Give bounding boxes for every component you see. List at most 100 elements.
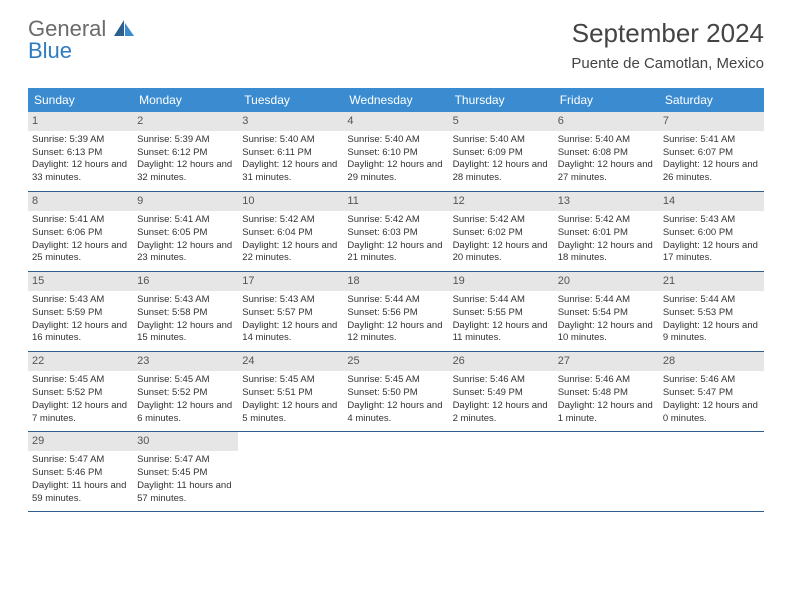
calendar-cell: . [659,432,764,511]
calendar-cell: 6Sunrise: 5:40 AMSunset: 6:08 PMDaylight… [554,112,659,191]
calendar-cell: 7 Sunrise: 5:41 AMSunset: 6:07 PMDaylight… [659,112,764,191]
dayname-header-row: SundayMondayTuesdayWednesdayThursdayFrid… [28,88,764,112]
dayname-header: Sunday [28,88,133,112]
day-number: 11 [343,192,448,211]
day-details: Sunrise: 5:42 AMSunset: 6:01 PMDaylight:… [558,214,655,265]
calendar-cell: 4 Sunrise: 5:40 AMSunset: 6:10 PMDaylight… [343,112,448,191]
week-row: 29Sunrise: 5:47 AMSunset: 5:46 PMDayligh… [28,432,764,512]
day-number: 12 [449,192,554,211]
logo-text-blue: Blue [28,38,72,63]
week-row: 8 Sunrise: 5:41 AMSunset: 6:06 PMDaylight… [28,192,764,272]
dayname-header: Monday [133,88,238,112]
calendar-cell: . [554,432,659,511]
day-number: 23 [133,352,238,371]
dayname-header: Tuesday [238,88,343,112]
day-details: Sunrise: 5:42 AMSunset: 6:03 PMDaylight:… [347,214,444,265]
calendar-cell: 11 Sunrise: 5:42 AMSunset: 6:03 PMDayligh… [343,192,448,271]
calendar-cell: 23Sunrise: 5:45 AMSunset: 5:52 PMDayligh… [133,352,238,431]
day-details: Sunrise: 5:45 AMSunset: 5:50 PMDaylight:… [347,374,444,425]
day-number: 7 [659,112,764,131]
calendar-cell: 5 Sunrise: 5:40 AMSunset: 6:09 PMDaylight… [449,112,554,191]
day-details: Sunrise: 5:44 AMSunset: 5:56 PMDaylight:… [347,294,444,345]
day-number: 16 [133,272,238,291]
day-number: 24 [238,352,343,371]
calendar-cell: 8 Sunrise: 5:41 AMSunset: 6:06 PMDaylight… [28,192,133,271]
day-number: 28 [659,352,764,371]
calendar-cell: . [343,432,448,511]
day-number: 22 [28,352,133,371]
day-details: Sunrise: 5:44 AMSunset: 5:53 PMDaylight:… [663,294,760,345]
day-details: Sunrise: 5:43 AMSunset: 5:58 PMDaylight:… [137,294,234,345]
day-number: 5 [449,112,554,131]
calendar-cell: 27 Sunrise: 5:46 AMSunset: 5:48 PMDayligh… [554,352,659,431]
day-number: 13 [554,192,659,211]
week-row: 22 Sunrise: 5:45 AMSunset: 5:52 PMDayligh… [28,352,764,432]
week-row: 15 Sunrise: 5:43 AMSunset: 5:59 PMDayligh… [28,272,764,352]
day-number: 30 [133,432,238,451]
calendar-cell: . [238,432,343,511]
day-details: Sunrise: 5:47 AMSunset: 5:45 PMDaylight:… [137,454,234,505]
day-details: Sunrise: 5:46 AMSunset: 5:47 PMDaylight:… [663,374,760,425]
day-details: Sunrise: 5:45 AMSunset: 5:52 PMDaylight:… [32,374,129,425]
day-details: Sunrise: 5:40 AMSunset: 6:09 PMDaylight:… [453,134,550,185]
day-details: Sunrise: 5:43 AMSunset: 5:57 PMDaylight:… [242,294,339,345]
day-details: Sunrise: 5:44 AMSunset: 5:55 PMDaylight:… [453,294,550,345]
week-row: 1Sunrise: 5:39 AMSunset: 6:13 PMDaylight… [28,112,764,192]
title-block: September 2024 Puente de Camotlan, Mexic… [571,18,764,72]
calendar-cell: 3Sunrise: 5:40 AMSunset: 6:11 PMDaylight… [238,112,343,191]
day-number: 10 [238,192,343,211]
day-number: 17 [238,272,343,291]
location-subtitle: Puente de Camotlan, Mexico [571,55,764,72]
day-details: Sunrise: 5:39 AMSunset: 6:12 PMDaylight:… [137,134,234,185]
day-number: 9 [133,192,238,211]
day-details: Sunrise: 5:40 AMSunset: 6:08 PMDaylight:… [558,134,655,185]
day-number: 21 [659,272,764,291]
calendar-cell: 21 Sunrise: 5:44 AMSunset: 5:53 PMDayligh… [659,272,764,351]
calendar-cell: 26Sunrise: 5:46 AMSunset: 5:49 PMDayligh… [449,352,554,431]
calendar-cell: 15 Sunrise: 5:43 AMSunset: 5:59 PMDayligh… [28,272,133,351]
day-number: 3 [238,112,343,131]
calendar-cell: 22 Sunrise: 5:45 AMSunset: 5:52 PMDayligh… [28,352,133,431]
day-number: 15 [28,272,133,291]
day-details: Sunrise: 5:43 AMSunset: 6:00 PMDaylight:… [663,214,760,265]
day-number: 27 [554,352,659,371]
day-number: 25 [343,352,448,371]
day-details: Sunrise: 5:41 AMSunset: 6:07 PMDaylight:… [663,134,760,185]
day-details: Sunrise: 5:46 AMSunset: 5:48 PMDaylight:… [558,374,655,425]
calendar-cell: 12 Sunrise: 5:42 AMSunset: 6:02 PMDayligh… [449,192,554,271]
day-details: Sunrise: 5:42 AMSunset: 6:02 PMDaylight:… [453,214,550,265]
day-number: 14 [659,192,764,211]
calendar-cell: 17 Sunrise: 5:43 AMSunset: 5:57 PMDayligh… [238,272,343,351]
calendar-cell: 19 Sunrise: 5:44 AMSunset: 5:55 PMDayligh… [449,272,554,351]
dayname-header: Friday [554,88,659,112]
day-details: Sunrise: 5:41 AMSunset: 6:05 PMDaylight:… [137,214,234,265]
calendar-cell: 2Sunrise: 5:39 AMSunset: 6:12 PMDaylight… [133,112,238,191]
logo-sail-icon [114,18,134,40]
calendar-cell: 30 Sunrise: 5:47 AMSunset: 5:45 PMDayligh… [133,432,238,511]
calendar-cell: 20 Sunrise: 5:44 AMSunset: 5:54 PMDayligh… [554,272,659,351]
day-details: Sunrise: 5:47 AMSunset: 5:46 PMDaylight:… [32,454,129,505]
day-number: 26 [449,352,554,371]
calendar-cell: 24 Sunrise: 5:45 AMSunset: 5:51 PMDayligh… [238,352,343,431]
day-number: 1 [28,112,133,131]
day-number: 4 [343,112,448,131]
day-number: 19 [449,272,554,291]
calendar-grid: SundayMondayTuesdayWednesdayThursdayFrid… [28,88,764,512]
calendar-cell: 9 Sunrise: 5:41 AMSunset: 6:05 PMDaylight… [133,192,238,271]
day-details: Sunrise: 5:40 AMSunset: 6:10 PMDaylight:… [347,134,444,185]
day-number: 20 [554,272,659,291]
calendar-cell: 10Sunrise: 5:42 AMSunset: 6:04 PMDayligh… [238,192,343,271]
calendar-cell: 13 Sunrise: 5:42 AMSunset: 6:01 PMDayligh… [554,192,659,271]
calendar-cell: 28 Sunrise: 5:46 AMSunset: 5:47 PMDayligh… [659,352,764,431]
calendar-cell: 14 Sunrise: 5:43 AMSunset: 6:00 PMDayligh… [659,192,764,271]
header: General Blue September 2024 Puente de Ca… [0,0,792,80]
day-details: Sunrise: 5:41 AMSunset: 6:06 PMDaylight:… [32,214,129,265]
day-details: Sunrise: 5:45 AMSunset: 5:51 PMDaylight:… [242,374,339,425]
day-number: 8 [28,192,133,211]
day-details: Sunrise: 5:43 AMSunset: 5:59 PMDaylight:… [32,294,129,345]
calendar-cell: . [449,432,554,511]
calendar-cell: 16 Sunrise: 5:43 AMSunset: 5:58 PMDayligh… [133,272,238,351]
day-details: Sunrise: 5:44 AMSunset: 5:54 PMDaylight:… [558,294,655,345]
day-number: 18 [343,272,448,291]
calendar-cell: 18 Sunrise: 5:44 AMSunset: 5:56 PMDayligh… [343,272,448,351]
